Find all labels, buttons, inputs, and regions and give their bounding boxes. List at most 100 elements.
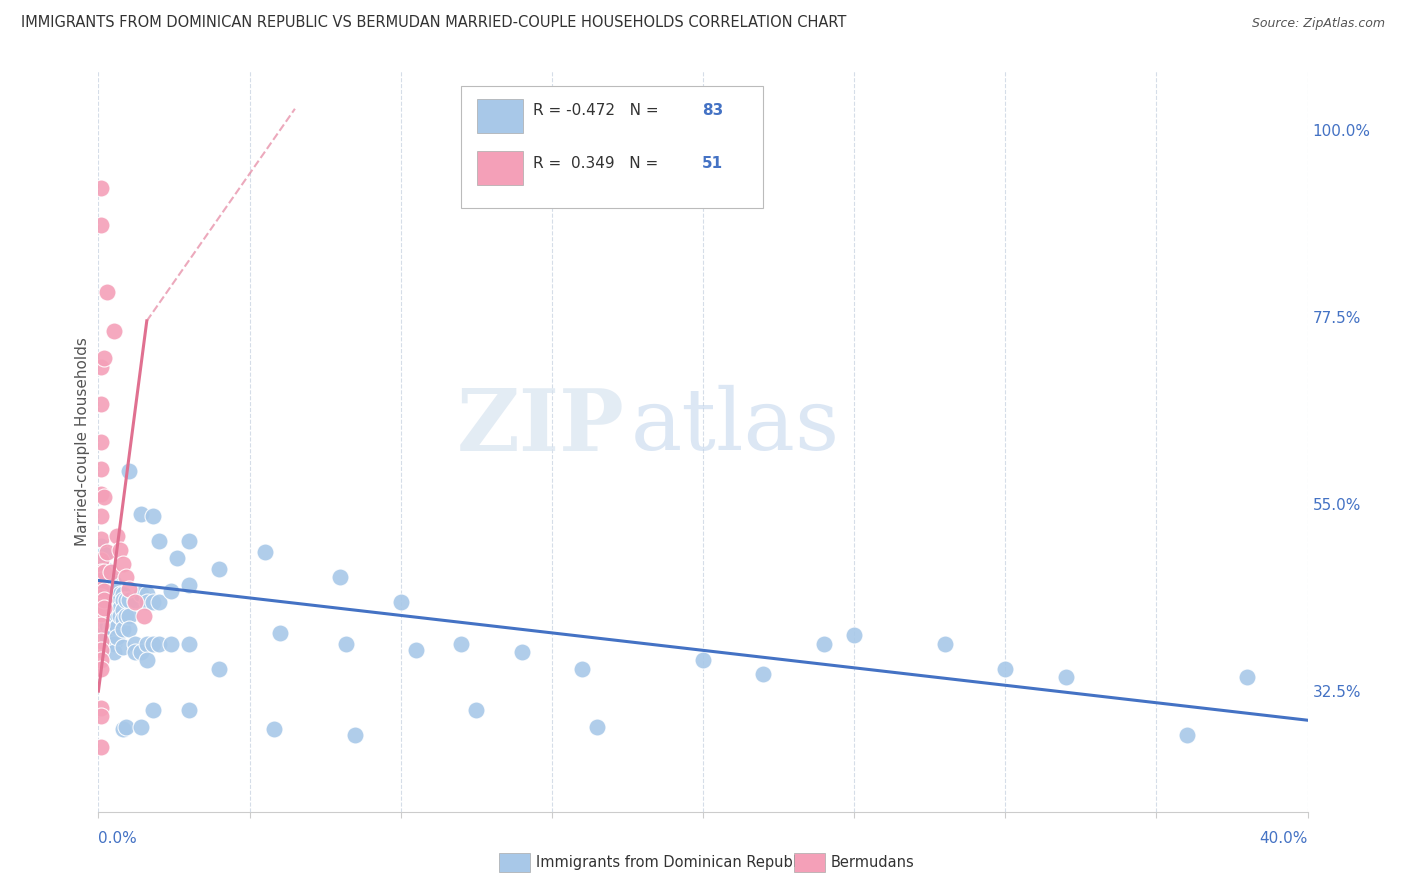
Point [111, 622, 134, 636]
Point [752, 667, 775, 681]
Point [813, 637, 835, 651]
Point [692, 653, 714, 667]
Point [93, 605, 115, 619]
Point [90, 634, 112, 648]
Point [90, 434, 112, 449]
Point [93, 625, 115, 640]
FancyBboxPatch shape [477, 100, 523, 133]
Point [118, 582, 141, 596]
Point [100, 609, 122, 624]
Point [96, 576, 118, 591]
Point [335, 637, 357, 651]
Point [179, 578, 201, 592]
Text: 83: 83 [702, 103, 723, 118]
Point [90, 642, 112, 657]
FancyBboxPatch shape [461, 87, 763, 209]
Point [160, 637, 183, 651]
Point [96, 589, 118, 603]
Point [93, 589, 115, 603]
Point [586, 720, 609, 734]
Point [90, 574, 112, 588]
Point [96, 617, 118, 632]
Point [124, 592, 146, 607]
Point [129, 587, 152, 601]
Point [90, 576, 112, 591]
Point [135, 637, 157, 651]
Point [90, 559, 112, 574]
Point [166, 551, 188, 566]
Point [90, 509, 112, 524]
Point [105, 620, 128, 634]
Point [90, 181, 112, 195]
Point [90, 539, 112, 553]
Point [103, 612, 125, 626]
Point [111, 640, 134, 654]
Point [269, 625, 291, 640]
Point [90, 709, 112, 723]
Point [142, 509, 165, 524]
Point [148, 534, 170, 549]
Point [118, 622, 141, 636]
Point [100, 620, 122, 634]
Point [571, 662, 593, 676]
Point [142, 595, 165, 609]
Text: IMMIGRANTS FROM DOMINICAN REPUBLIC VS BERMUDAN MARRIED-COUPLE HOUSEHOLDS CORRELA: IMMIGRANTS FROM DOMINICAN REPUBLIC VS BE… [21, 15, 846, 29]
Point [103, 595, 125, 609]
Point [90, 599, 112, 613]
Point [90, 553, 112, 567]
Point [124, 637, 146, 651]
FancyBboxPatch shape [477, 152, 523, 185]
Point [129, 720, 152, 734]
Point [93, 601, 115, 615]
Point [405, 642, 427, 657]
Point [100, 592, 122, 607]
Point [103, 622, 125, 636]
Point [96, 285, 118, 299]
Point [1175, 728, 1198, 742]
Point [129, 645, 152, 659]
Point [510, 645, 533, 659]
Point [93, 615, 115, 629]
Point [90, 592, 112, 607]
Point [93, 592, 115, 607]
Text: R = -0.472   N =: R = -0.472 N = [533, 103, 664, 118]
Point [90, 532, 112, 546]
Point [96, 599, 118, 613]
Point [465, 703, 488, 717]
Point [93, 547, 115, 561]
Point [90, 582, 112, 596]
Point [118, 464, 141, 478]
Point [329, 570, 352, 584]
Point [93, 490, 115, 504]
Text: 51: 51 [702, 156, 723, 171]
Point [93, 351, 115, 366]
Point [148, 637, 170, 651]
Point [344, 728, 367, 742]
Point [389, 595, 412, 609]
Point [179, 703, 201, 717]
Point [96, 545, 118, 559]
Point [148, 595, 170, 609]
Point [105, 599, 128, 613]
Point [132, 609, 155, 624]
Text: Bermudans: Bermudans [831, 855, 915, 870]
Point [114, 609, 136, 624]
Point [90, 397, 112, 411]
Text: 0.0%: 0.0% [98, 831, 138, 846]
Point [108, 542, 131, 557]
Point [93, 567, 115, 582]
Point [100, 572, 122, 586]
Point [105, 582, 128, 596]
Point [111, 722, 134, 736]
Point [124, 645, 146, 659]
Text: 40.0%: 40.0% [1260, 831, 1308, 846]
Point [105, 590, 128, 604]
Point [135, 587, 157, 601]
Point [208, 662, 231, 676]
Point [108, 587, 131, 601]
Point [142, 637, 165, 651]
Point [111, 612, 134, 626]
Text: Source: ZipAtlas.com: Source: ZipAtlas.com [1251, 17, 1385, 29]
Point [108, 609, 131, 624]
Point [90, 487, 112, 501]
